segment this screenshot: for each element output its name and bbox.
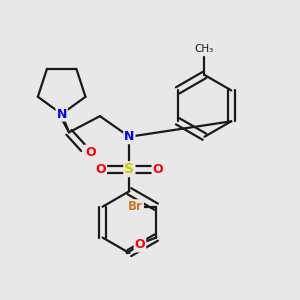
- Text: Br: Br: [128, 200, 143, 213]
- Text: O: O: [85, 146, 95, 159]
- Text: O: O: [95, 163, 106, 176]
- Text: N: N: [56, 108, 67, 121]
- Text: O: O: [135, 238, 145, 251]
- Text: S: S: [124, 162, 134, 176]
- Text: CH₃: CH₃: [195, 44, 214, 54]
- Text: N: N: [124, 130, 135, 143]
- Text: O: O: [153, 163, 163, 176]
